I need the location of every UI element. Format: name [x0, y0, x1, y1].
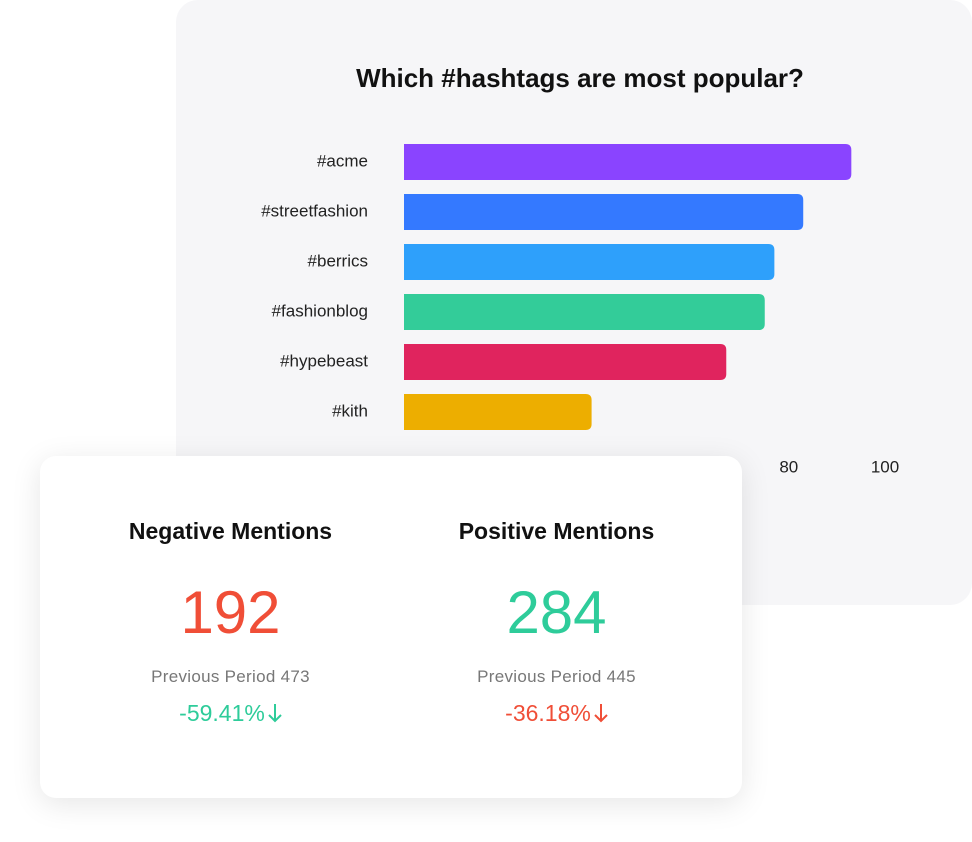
change: -59.41% [55, 700, 406, 727]
mentions-card: Negative Mentions 192 Previous Period 473-… [40, 456, 742, 798]
previous-label: Previous Period [151, 667, 276, 686]
bar [404, 244, 775, 280]
metric-title: Positive Mentions [458, 518, 655, 544]
down-arrow [268, 704, 282, 723]
bar [404, 144, 852, 180]
chart: Which #hashtags are most popular? #acme #… [261, 63, 899, 477]
metric-value: 284 [506, 579, 607, 646]
previous-value: 445 [606, 667, 636, 686]
x-tick-label: 80 [779, 457, 798, 476]
y-tick-label: #hypebeast [280, 351, 368, 370]
y-tick-label: #acme [317, 151, 368, 170]
bar [404, 194, 804, 230]
change-value: -59.41% [179, 700, 265, 726]
metric-value: 192 [180, 579, 281, 646]
previous-period: Previous Period 473 [55, 667, 406, 687]
bar [404, 344, 727, 380]
y-tick-label: #berrics [308, 251, 368, 270]
previous-period: Previous Period 445 [381, 667, 732, 687]
change-value: -36.18% [505, 700, 591, 726]
previous-label: Previous Period [477, 667, 602, 686]
previous-value: 473 [280, 667, 310, 686]
down-arrow [594, 704, 608, 723]
x-tick-label: 100 [871, 457, 899, 476]
y-tick-label: #fashionblog [272, 301, 368, 320]
metric-title: Negative Mentions [128, 518, 333, 544]
change: -36.18% [381, 700, 732, 727]
bar [404, 294, 765, 330]
y-tick-label: #streetfashion [261, 201, 368, 220]
y-tick-label: #kith [332, 401, 368, 420]
chart-title: Which #hashtags are most popular? [356, 63, 804, 93]
bar [404, 394, 592, 430]
